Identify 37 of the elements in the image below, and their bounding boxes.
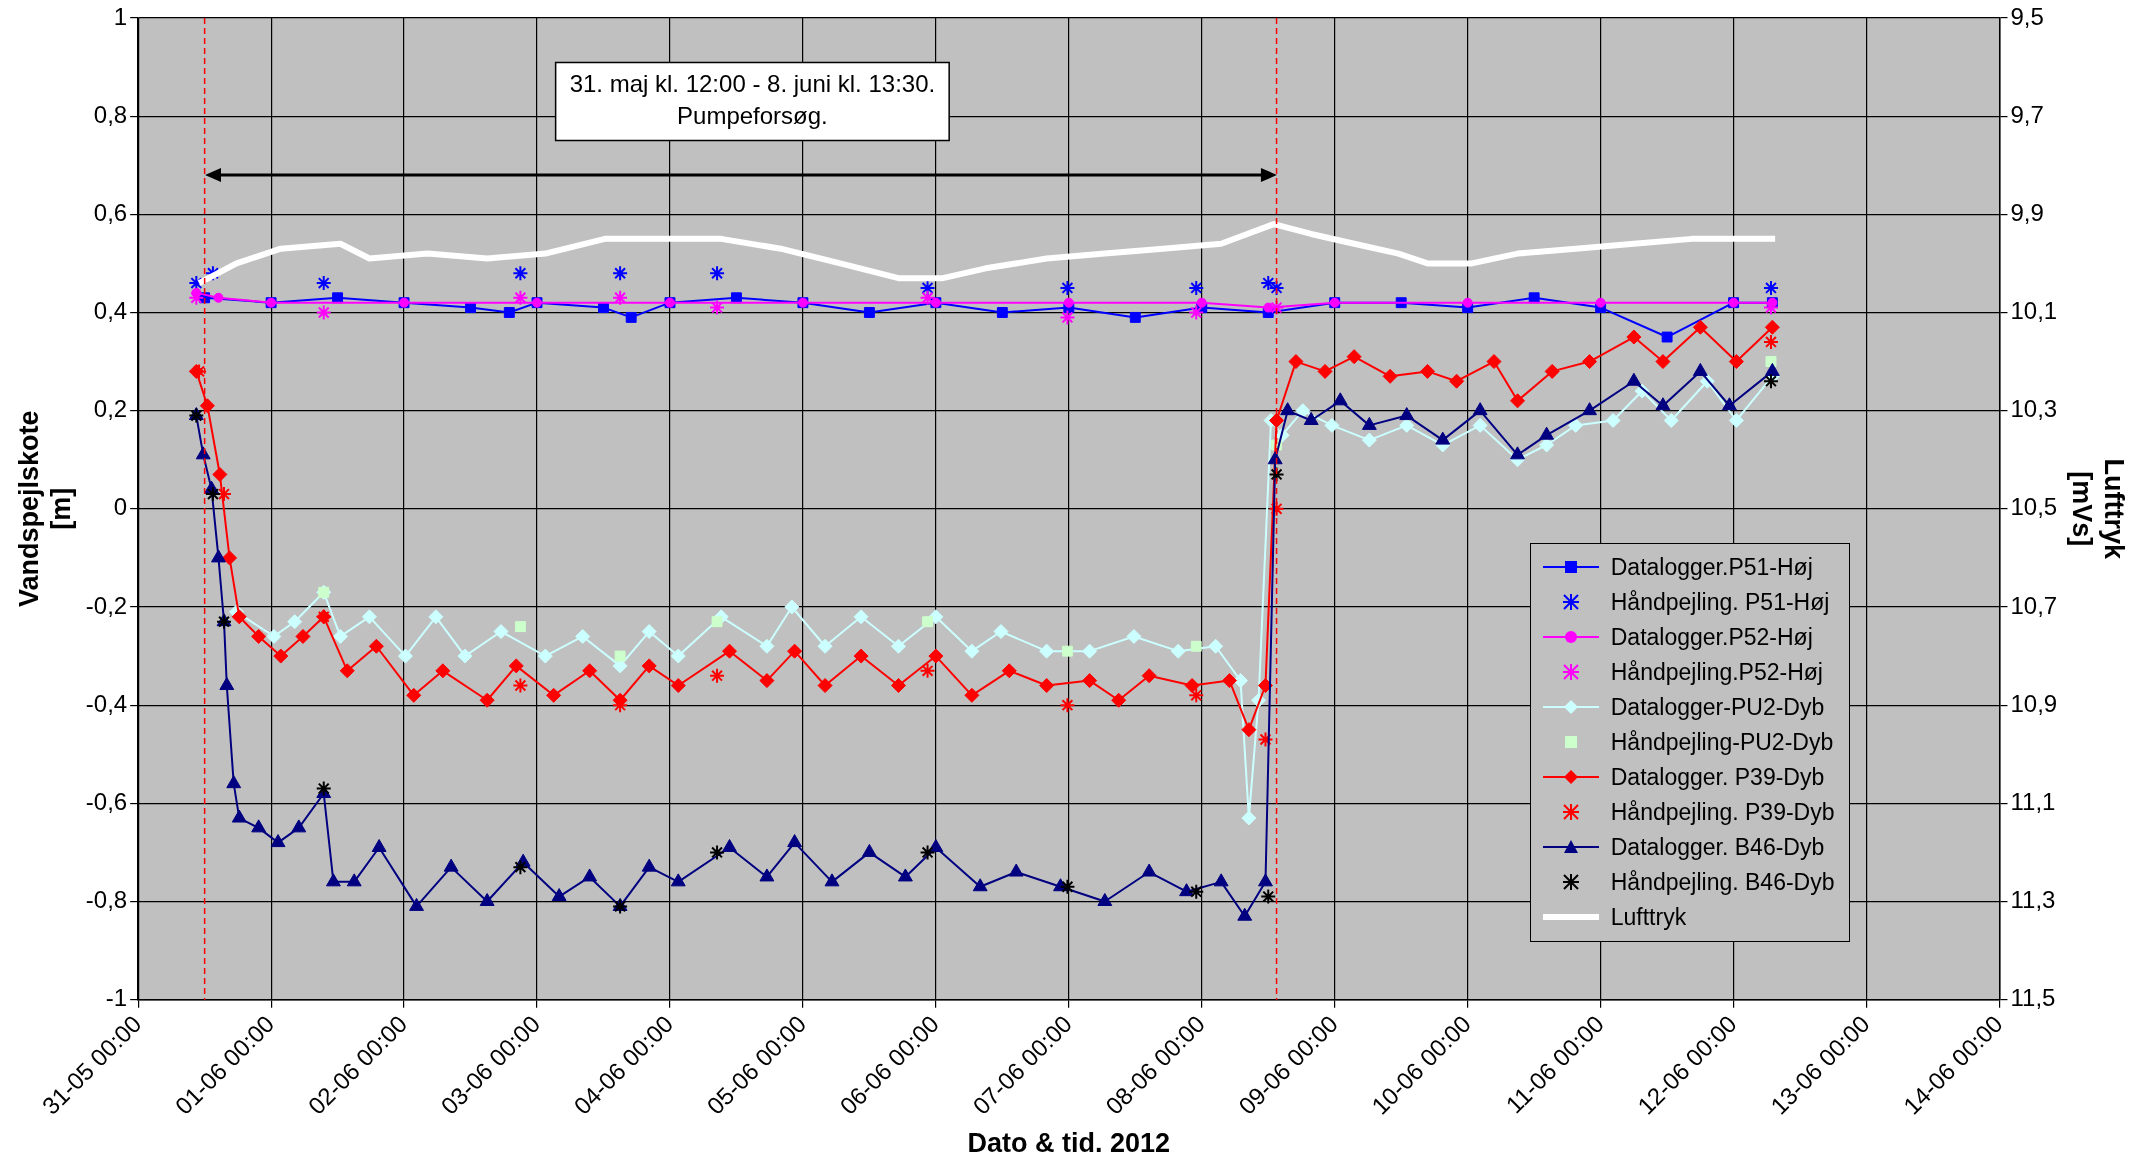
y2-tick-label: 9,9 bbox=[2010, 198, 2044, 226]
y-tick-label: 0,2 bbox=[93, 395, 128, 423]
y-tick-label: -0,4 bbox=[85, 689, 128, 717]
legend-label: Datalogger.P52-Høj bbox=[1610, 622, 1813, 652]
y-tick-label: 1 bbox=[113, 2, 128, 30]
legend-label: Håndpejling. B46-Dyb bbox=[1610, 867, 1835, 897]
y-tick-label: -1 bbox=[105, 984, 128, 1012]
y-tick-label: -0,2 bbox=[85, 591, 128, 619]
y2-tick-label: 9,7 bbox=[2010, 100, 2044, 128]
legend-label: Datalogger.P51-Høj bbox=[1610, 552, 1813, 582]
y2-tick-label: 10,7 bbox=[2010, 591, 2058, 619]
y-tick-label: -0,8 bbox=[85, 886, 128, 914]
y-tick-label: 0 bbox=[113, 493, 128, 521]
y2-axis-title: Lufttryk [mVs] bbox=[2066, 458, 2130, 561]
y-tick-label: 0,8 bbox=[93, 100, 128, 128]
y2-tick-label: 10,3 bbox=[2010, 395, 2058, 423]
y2-tick-label: 11,1 bbox=[2010, 787, 2056, 815]
x-axis-title: Dato & tid. 2012 bbox=[967, 1128, 1171, 1159]
legend-label: Håndpejling.P52-Høj bbox=[1610, 657, 1823, 687]
legend-label: Håndpejling-PU2-Dyb bbox=[1610, 727, 1834, 757]
annotation: 31. maj kl. 12:00 - 8. juni kl. 13:30. Pumpeforsøg. bbox=[569, 70, 936, 130]
y2-tick-label: 10,5 bbox=[2010, 493, 2058, 521]
legend-label: Lufttryk bbox=[1610, 902, 1687, 932]
legend-label: Datalogger. P39-Dyb bbox=[1610, 762, 1825, 792]
y-axis-title: Vandspejlskote [m] bbox=[13, 410, 77, 608]
legend-label: Datalogger. B46-Dyb bbox=[1610, 832, 1825, 862]
y-tick-label: 0,6 bbox=[93, 198, 128, 226]
legend-label: Håndpejling. P51-Høj bbox=[1610, 587, 1830, 617]
y-tick-label: -0,6 bbox=[85, 787, 128, 815]
y2-tick-label: 11,5 bbox=[2010, 984, 2056, 1012]
y2-tick-label: 9,5 bbox=[2010, 2, 2044, 30]
y2-tick-label: 10,1 bbox=[2010, 297, 2058, 325]
y2-tick-label: 11,3 bbox=[2010, 886, 2056, 914]
y2-tick-label: 10,9 bbox=[2010, 689, 2058, 717]
legend-label: Datalogger-PU2-Dyb bbox=[1610, 692, 1825, 722]
legend-label: Håndpejling. P39-Dyb bbox=[1610, 797, 1835, 827]
y-tick-label: 0,4 bbox=[93, 297, 128, 325]
